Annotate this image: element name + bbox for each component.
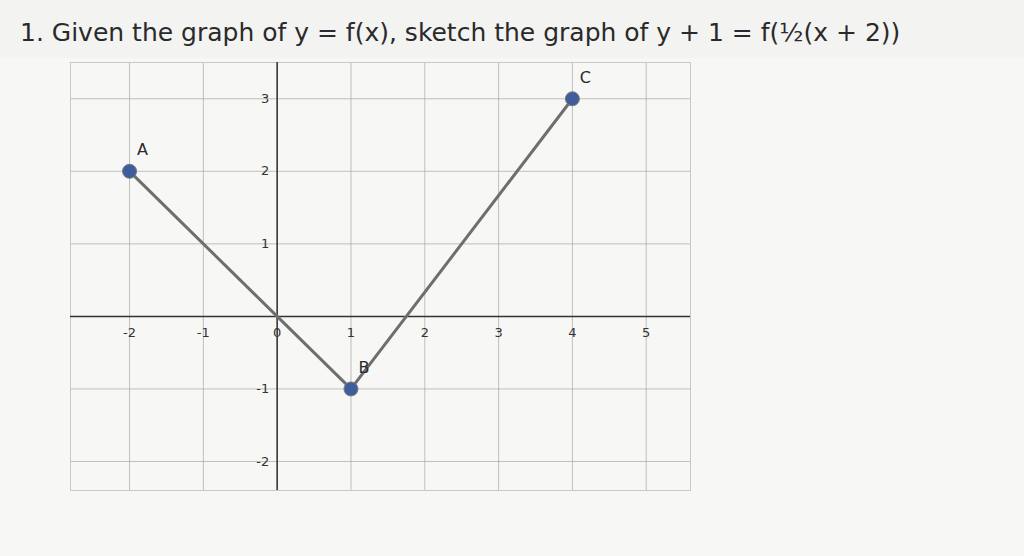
svg-text:-2: -2 — [123, 325, 136, 340]
svg-text:C: C — [580, 68, 591, 87]
svg-text:B: B — [358, 358, 369, 377]
svg-text:A: A — [137, 140, 148, 159]
svg-text:-1: -1 — [197, 325, 210, 340]
svg-text:3: 3 — [494, 325, 502, 340]
svg-text:4: 4 — [568, 325, 576, 340]
svg-text:1: 1 — [261, 236, 269, 251]
svg-text:5: 5 — [642, 325, 650, 340]
svg-text:1: 1 — [347, 325, 355, 340]
html-text:1. Given the graph of y = f(x): 1. Given the graph of y = f(x), sketch t… — [20, 18, 901, 47]
svg-text:3: 3 — [261, 91, 269, 106]
svg-text:2: 2 — [421, 325, 429, 340]
svg-text:-1: -1 — [256, 381, 269, 396]
svg-text:-2: -2 — [256, 454, 269, 469]
svg-text:2: 2 — [261, 163, 269, 178]
svg-text:0: 0 — [273, 325, 281, 340]
